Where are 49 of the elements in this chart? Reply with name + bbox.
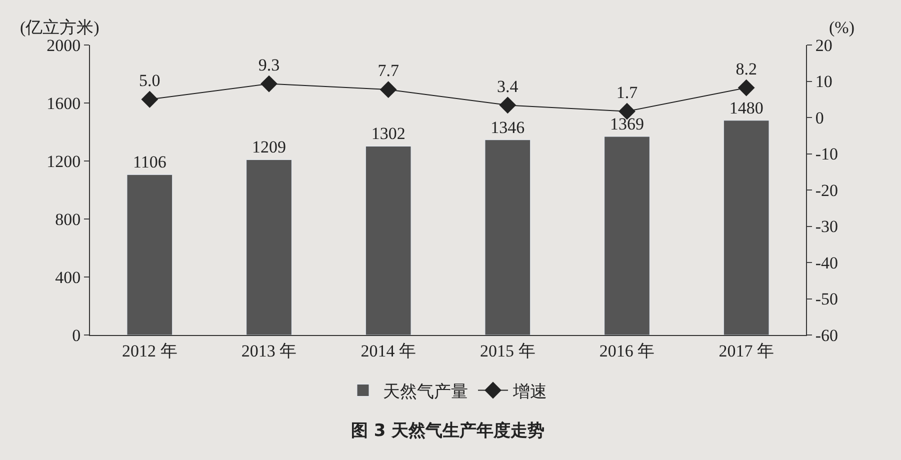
data-label: 9.3: [258, 55, 280, 74]
y2-tick-label: 20: [815, 36, 832, 55]
y-axis-title: (亿立方米): [20, 18, 100, 37]
x-tick-label: 2014 年: [360, 341, 416, 360]
y-tick-label: 400: [55, 268, 81, 287]
data-label: 3.4: [497, 76, 519, 96]
legend-label: 天然气产量: [383, 382, 468, 401]
point: [380, 81, 397, 98]
y2-tick-label: -60: [815, 326, 838, 345]
data-label: 1369: [610, 114, 644, 134]
y2-axis-title: (%): [829, 18, 854, 37]
data-label: 7.7: [378, 61, 400, 80]
y-tick-label: 800: [55, 210, 81, 229]
x-tick-label: 2012 年: [122, 341, 178, 360]
data-label: 1346: [490, 118, 525, 137]
y-tick-label: 2000: [46, 36, 81, 55]
y2-tick-label: -10: [815, 144, 838, 164]
x-tick-label: 2013 年: [241, 341, 297, 360]
y-tick-label: 0: [72, 326, 81, 345]
y2-tick-label: -30: [815, 217, 838, 236]
bar: [723, 120, 770, 335]
point: [141, 90, 158, 108]
y2-tick-label: 10: [815, 72, 832, 92]
legend-label: 增速: [512, 382, 547, 401]
y-tick-label: 1200: [46, 152, 81, 171]
y2-tick-label: 0: [815, 108, 824, 128]
y-tick-label: 1600: [46, 94, 81, 113]
bar: [484, 140, 531, 335]
data-label: 8.2: [736, 59, 757, 78]
y2-tick-label: -20: [815, 180, 838, 200]
y2-tick-label: -40: [815, 253, 838, 272]
data-label: 5.0: [139, 71, 160, 90]
y2-tick-label: -50: [815, 290, 838, 309]
text: 图 3 天然气生产年度走势: [351, 421, 545, 441]
point: [738, 79, 755, 96]
data-label: 1302: [371, 124, 406, 144]
point: [499, 96, 516, 114]
bar: [365, 146, 412, 335]
x-tick-label: 2017 年: [718, 341, 774, 360]
x-tick-label: 2016 年: [599, 341, 655, 360]
bar: [604, 136, 650, 335]
x-tick-label: 2015 年: [480, 341, 536, 360]
data-label: 1106: [132, 152, 166, 172]
bar: [126, 174, 173, 335]
point: [260, 75, 278, 92]
data-label: 1480: [729, 98, 764, 118]
data-label: 1.7: [616, 82, 638, 102]
bar: [246, 159, 292, 335]
data-label: 1209: [252, 138, 286, 157]
